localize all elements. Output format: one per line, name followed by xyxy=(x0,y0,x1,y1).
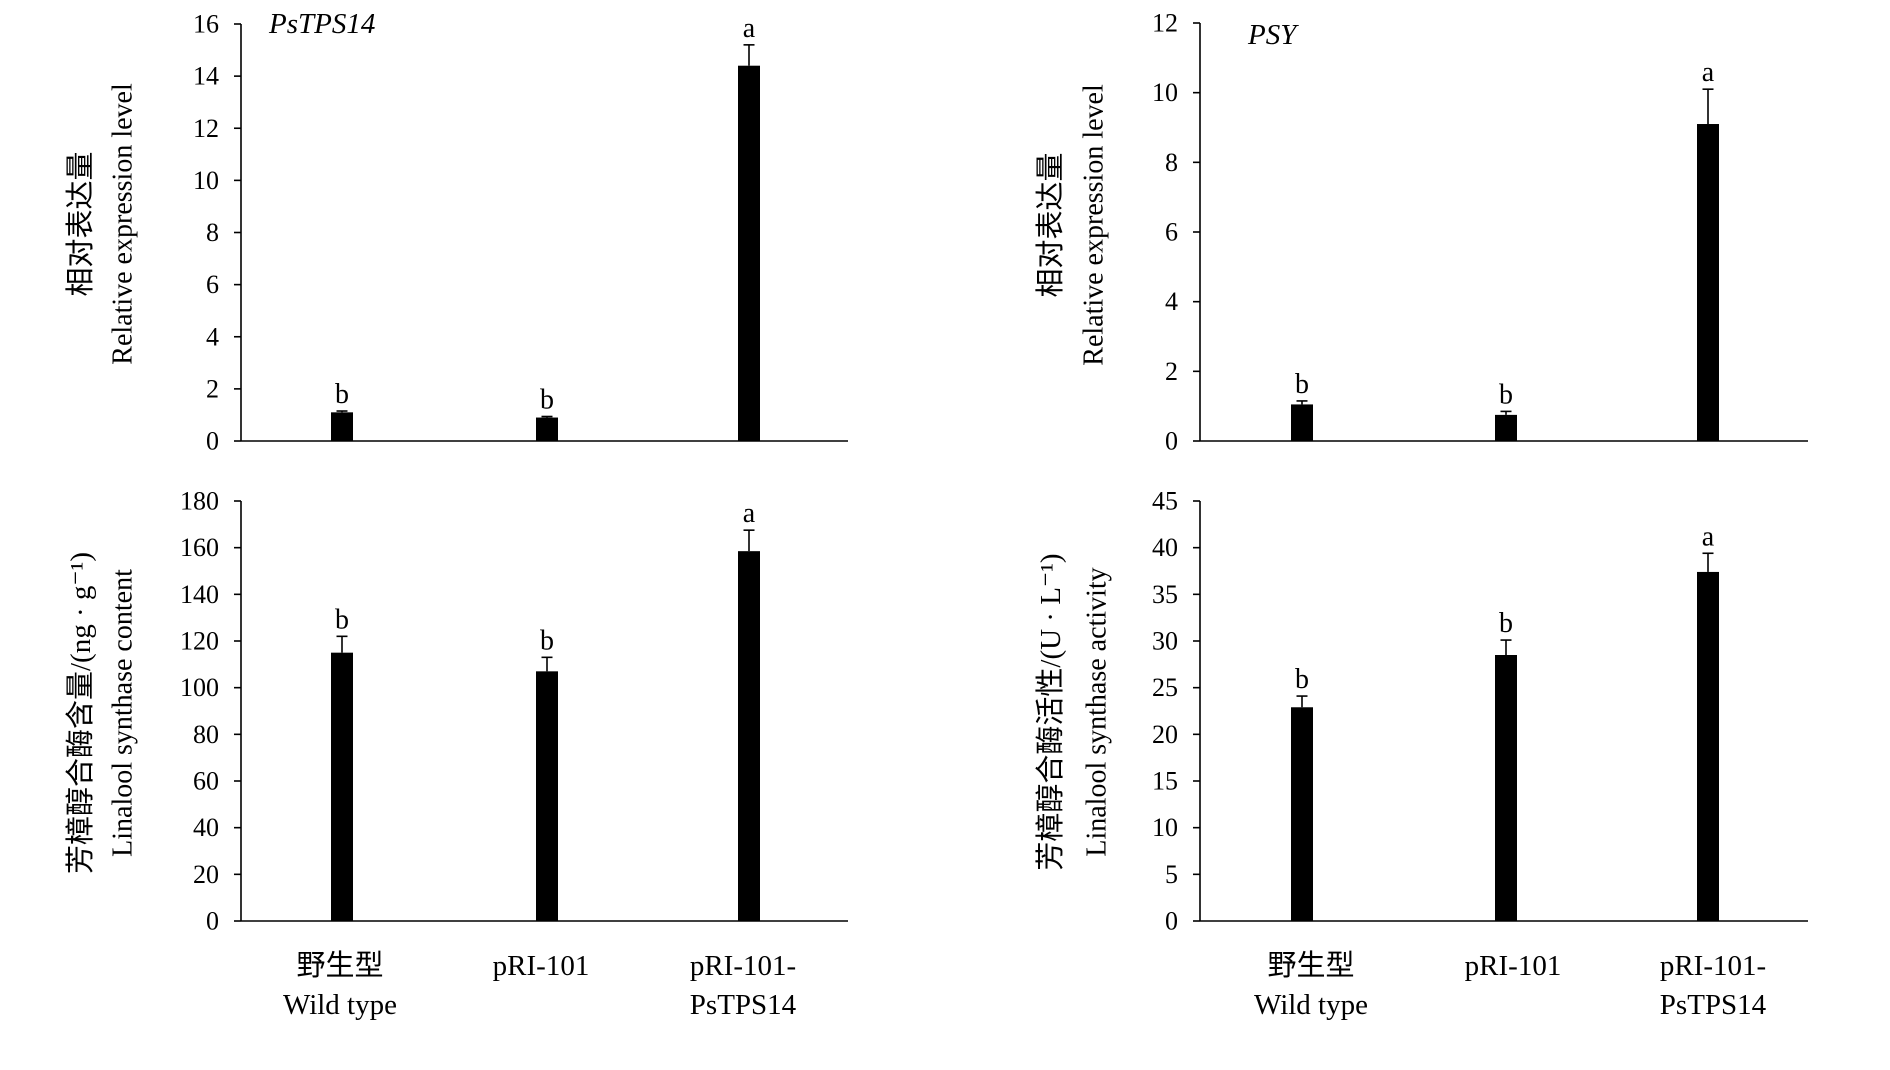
significance-letter: b xyxy=(335,604,349,635)
y-tick-label: 35 xyxy=(1152,580,1178,609)
bar xyxy=(331,652,353,921)
y-tick-label: 45 xyxy=(1152,487,1178,516)
chart-title: PsTPS14 xyxy=(268,8,375,40)
significance-letter: b xyxy=(1499,608,1513,639)
y-tick-label: 6 xyxy=(206,270,219,299)
significance-letter: a xyxy=(743,13,756,44)
panel-linalool-synthase-content: 0 20 40 60 80 100 120 140 160 180 b b a 芳樟醇合酶含量/(ng ·… xyxy=(64,487,848,1021)
y-axis-label-chinese: 芳樟醇合酶含量/(ng · g⁻¹) xyxy=(64,552,97,874)
y-tick-label: 100 xyxy=(180,673,219,702)
x-category-label: pRI-101 xyxy=(493,950,590,982)
significance-letter: b xyxy=(1295,664,1309,695)
y-axis-label-english: Linalool synthase content xyxy=(108,569,139,857)
significance-letter: a xyxy=(1702,521,1715,552)
y-tick-label: 20 xyxy=(1152,720,1178,749)
bar xyxy=(536,417,558,441)
x-category-label: pRI-101 xyxy=(1465,950,1562,982)
x-category-label: pRI-101- xyxy=(1660,950,1766,982)
y-axis-label-english: Relative expression level xyxy=(1079,84,1110,366)
x-category-label: PsTPS14 xyxy=(690,989,797,1021)
bar xyxy=(738,65,760,441)
x-category-label: Wild type xyxy=(1254,989,1368,1021)
significance-letter: b xyxy=(335,379,349,410)
panel-pstps14-relative-expression: 0 2 4 6 8 10 12 14 16 b b a PsTPS14 相对表达量 Relative exp… xyxy=(64,8,848,456)
y-tick-label: 12 xyxy=(1152,9,1178,38)
y-axis-label-chinese: 芳樟醇合酶活性/(U · L⁻¹) xyxy=(1034,553,1067,870)
y-tick-label: 20 xyxy=(193,860,219,889)
x-category-label: PsTPS14 xyxy=(1660,989,1767,1021)
y-tick-label: 40 xyxy=(193,813,219,842)
bar xyxy=(1495,655,1517,921)
y-axis-label-english: Relative expression level xyxy=(108,83,139,365)
x-category-label: 野生型 xyxy=(1267,949,1354,982)
significance-letter: b xyxy=(540,625,554,656)
bar xyxy=(1697,571,1719,921)
y-tick-label: 2 xyxy=(206,374,219,403)
x-category-label: Wild type xyxy=(283,989,397,1021)
y-tick-label: 15 xyxy=(1152,767,1178,796)
y-tick-label: 16 xyxy=(193,10,219,39)
y-tick-label: 8 xyxy=(1165,148,1178,177)
y-tick-label: 0 xyxy=(206,907,219,936)
y-tick-label: 0 xyxy=(1165,427,1178,456)
y-tick-label: 8 xyxy=(206,218,219,247)
y-tick-label: 120 xyxy=(180,627,219,656)
y-tick-label: 10 xyxy=(1152,78,1178,107)
bar xyxy=(738,551,760,921)
significance-letter: a xyxy=(743,498,756,529)
panel-psy-relative-expression: 0 2 4 6 8 10 12 b b a PSY 相对表达量 Relative expression … xyxy=(1034,9,1808,456)
bar xyxy=(331,412,353,441)
significance-letter: b xyxy=(1295,369,1309,400)
bar xyxy=(536,671,558,921)
bar xyxy=(1291,404,1313,441)
y-tick-label: 0 xyxy=(206,427,219,456)
y-tick-label: 6 xyxy=(1165,218,1178,247)
y-tick-label: 10 xyxy=(193,166,219,195)
y-tick-label: 80 xyxy=(193,720,219,749)
y-axis-label-chinese: 相对表达量 xyxy=(1034,152,1067,297)
y-tick-label: 4 xyxy=(206,322,219,351)
bar xyxy=(1291,707,1313,921)
y-tick-label: 40 xyxy=(1152,533,1178,562)
bar xyxy=(1495,414,1517,441)
y-tick-label: 10 xyxy=(1152,813,1178,842)
y-tick-label: 12 xyxy=(193,114,219,143)
y-axis-label-english: Linalool synthase activity xyxy=(1082,567,1113,856)
y-tick-label: 2 xyxy=(1165,357,1178,386)
y-tick-label: 4 xyxy=(1165,287,1178,316)
y-axis-label-chinese: 相对表达量 xyxy=(64,151,97,296)
x-category-label: pRI-101- xyxy=(690,950,796,982)
y-tick-label: 180 xyxy=(180,487,219,516)
panel-linalool-synthase-activity: 0 5 10 15 20 25 30 35 40 45 b b a 芳樟醇合酶活性/(U · L⁻¹) Li… xyxy=(1034,487,1808,1021)
significance-letter: a xyxy=(1702,57,1715,88)
chart-title: PSY xyxy=(1247,19,1299,51)
y-tick-label: 160 xyxy=(180,533,219,562)
y-tick-label: 140 xyxy=(180,580,219,609)
significance-letter: b xyxy=(540,385,554,416)
x-category-label: 野生型 xyxy=(296,949,383,982)
y-tick-label: 5 xyxy=(1165,860,1178,889)
y-tick-label: 14 xyxy=(193,62,219,91)
y-tick-label: 25 xyxy=(1152,673,1178,702)
y-tick-label: 60 xyxy=(193,767,219,796)
significance-letter: b xyxy=(1499,379,1513,410)
bar xyxy=(1697,124,1719,442)
y-tick-label: 30 xyxy=(1152,627,1178,656)
y-tick-label: 0 xyxy=(1165,907,1178,936)
